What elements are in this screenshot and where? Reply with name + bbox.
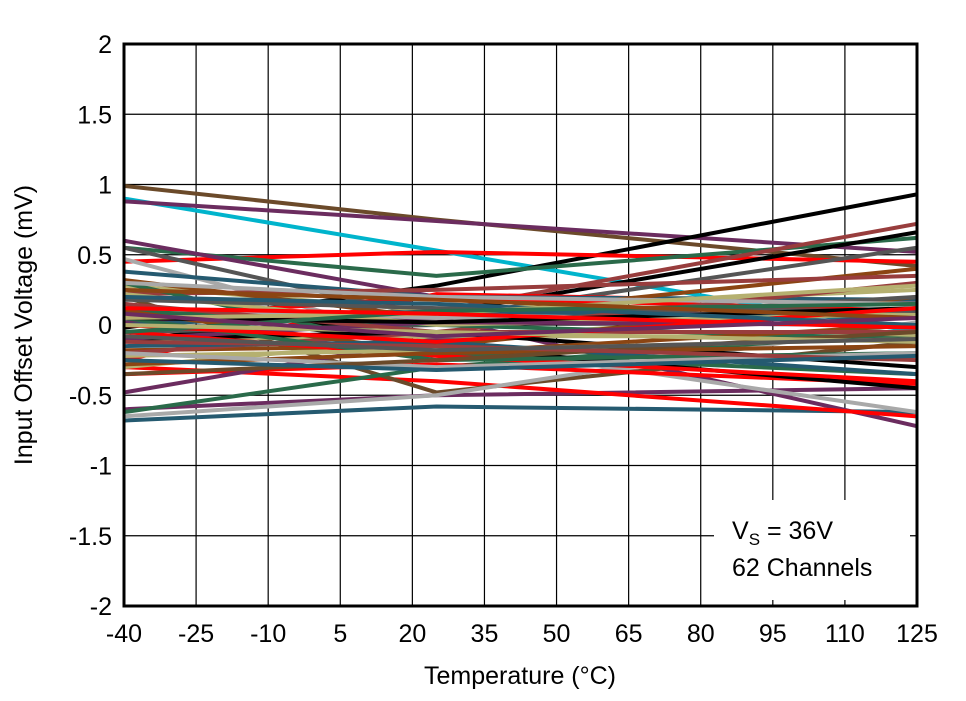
y-tick-label: -0.5 <box>69 382 112 410</box>
series-line-6 <box>123 235 918 278</box>
x-tick-label: -25 <box>178 620 214 648</box>
series-line-61 <box>123 334 918 353</box>
series-line-59 <box>123 323 918 344</box>
annotation-channels: 62 Channels <box>732 554 872 582</box>
x-tick-label: 110 <box>825 620 865 648</box>
y-tick-label: 0.5 <box>77 242 112 270</box>
y-tick-label: 2 <box>98 31 112 59</box>
series-line-47 <box>123 344 918 367</box>
annotation-background <box>714 500 910 600</box>
series-line-62 <box>123 311 918 339</box>
y-tick-label: -1.5 <box>69 523 112 551</box>
x-tick-label: 125 <box>896 620 938 648</box>
y-tick-label: -1 <box>90 453 112 481</box>
x-tick-label: 65 <box>615 620 643 648</box>
x-tick-label: -40 <box>106 620 142 648</box>
series-line-12 <box>123 404 918 423</box>
x-tick-label: -10 <box>250 620 286 648</box>
x-tick-label: 95 <box>759 620 787 648</box>
y-tick-label: 1.5 <box>77 101 112 129</box>
series-line-40 <box>123 280 918 306</box>
x-tick-label: 80 <box>687 620 715 648</box>
x-tick-label: 35 <box>471 620 499 648</box>
x-tick-labels: -40 -25 -10 5 20 35 50 65 80 95 110 125 <box>106 620 938 648</box>
series-line-57 <box>123 287 918 320</box>
y-tick-labels: 2 1.5 1 0.5 0 -0.5 -1 -1.5 -2 <box>69 31 112 621</box>
plot-frame <box>122 42 919 608</box>
series-line-51 <box>123 294 918 327</box>
annotation-supply: VS = 36V <box>732 517 833 549</box>
series-line-52 <box>123 351 918 370</box>
series-line-55 <box>123 339 918 363</box>
series-line-3 <box>123 199 918 254</box>
y-tick-label: 0 <box>98 312 112 340</box>
y-tick-label: -2 <box>90 593 112 621</box>
y-tick-label: 1 <box>98 172 112 200</box>
series-line-58 <box>123 353 918 372</box>
x-tick-label: 20 <box>398 620 426 648</box>
x-tick-label: 5 <box>333 620 347 648</box>
x-axis-label: Temperature (°C) <box>424 662 616 690</box>
x-tick-label: 50 <box>543 620 571 648</box>
series-lines <box>123 183 918 429</box>
y-axis-label: Input Offset Voltage (mV) <box>10 185 38 465</box>
series-line-56 <box>123 301 918 335</box>
